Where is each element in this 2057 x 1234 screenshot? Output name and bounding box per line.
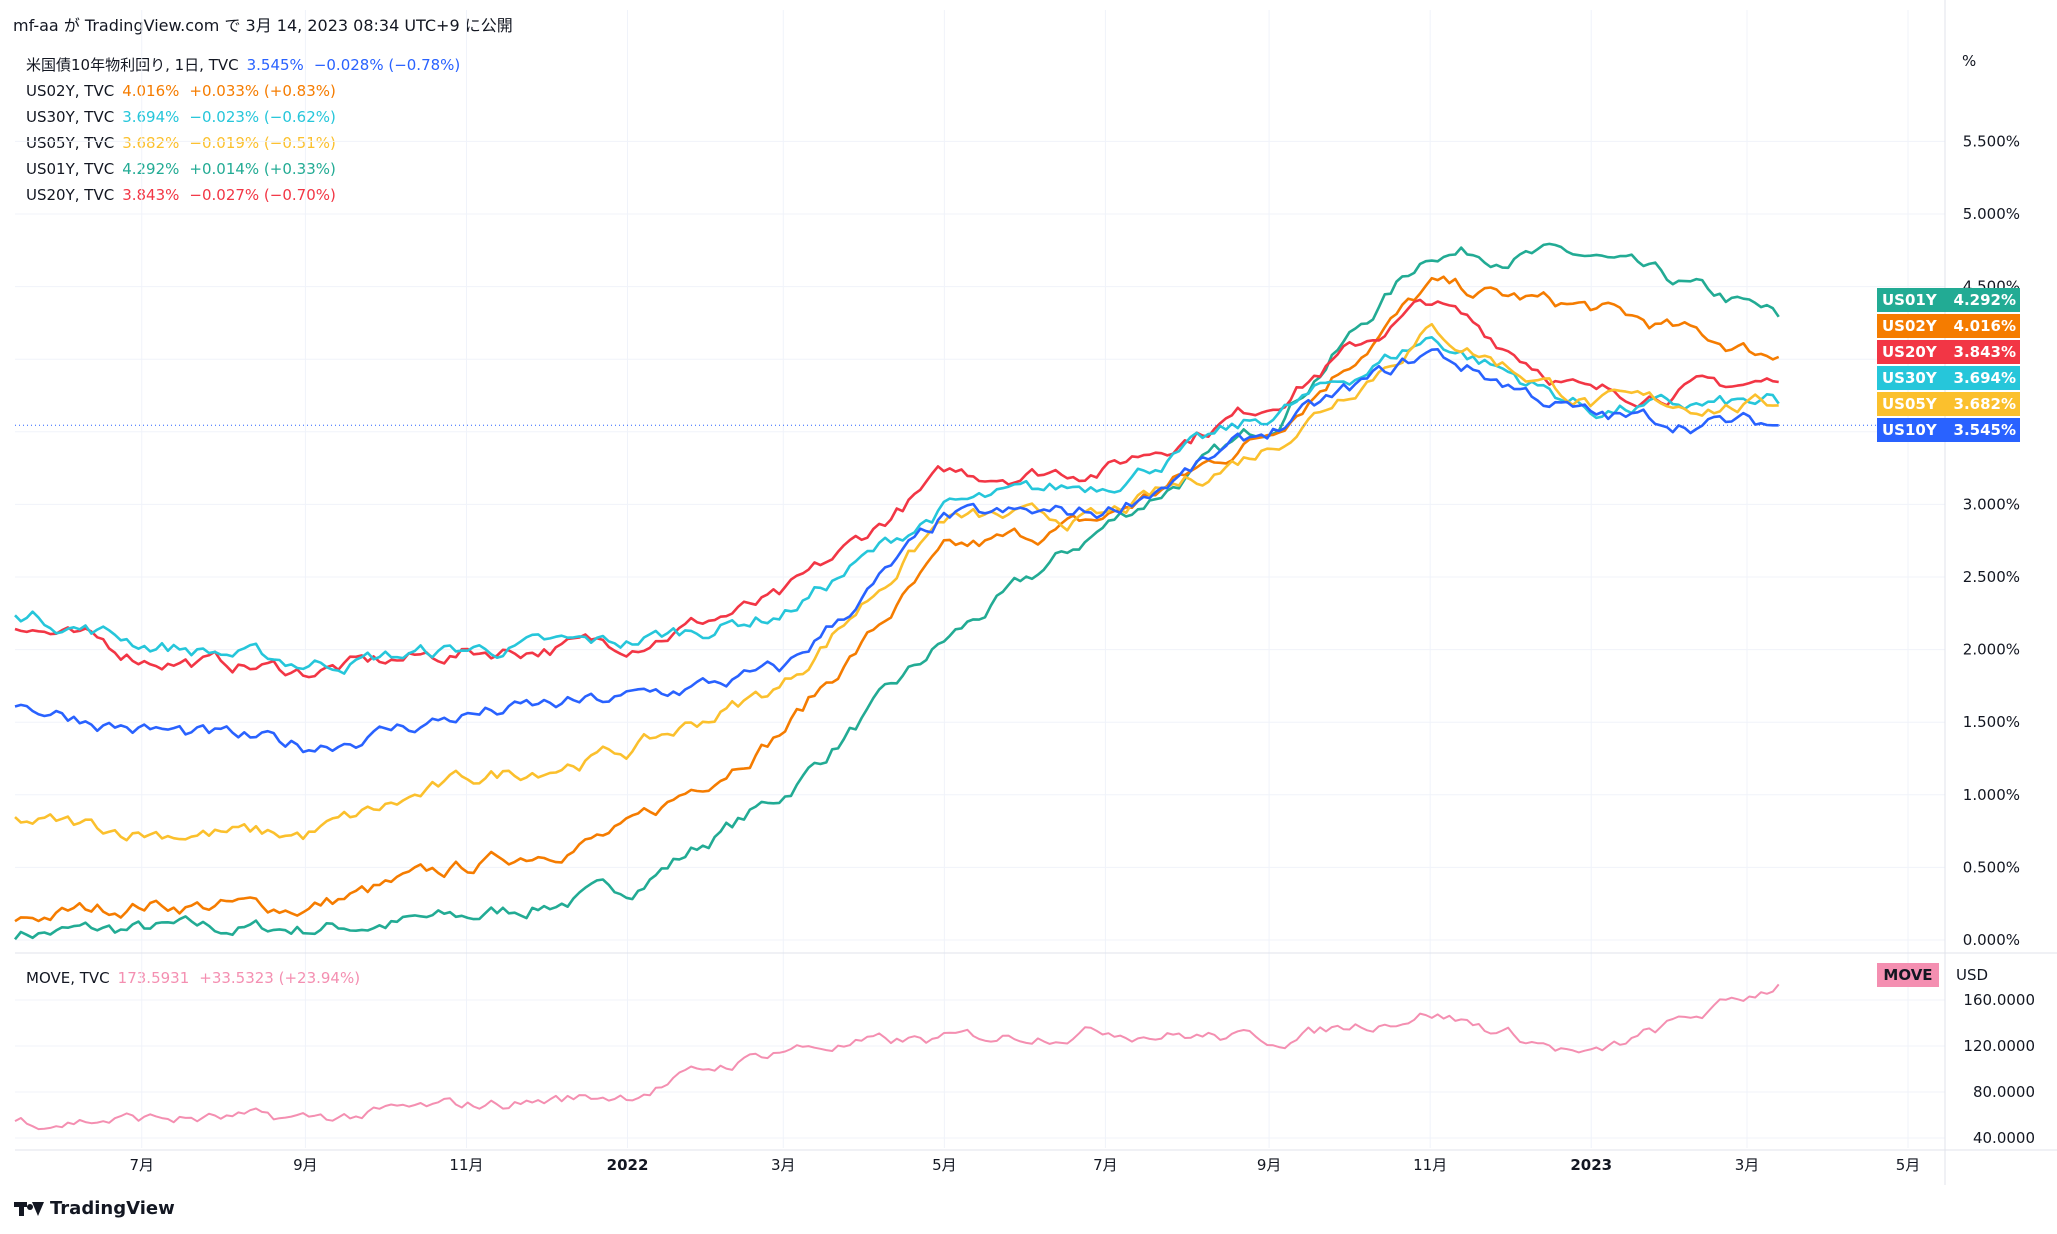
- price-tag-value: 3.545%: [1954, 421, 2016, 439]
- legend-row-us30y[interactable]: US30Y, TVC 3.694% −0.023% (−0.62%): [26, 104, 460, 130]
- move-legend-change: +33.5323 (+23.94%): [199, 969, 361, 987]
- x-tick-label: 3月: [771, 1156, 796, 1174]
- move-legend[interactable]: MOVE, TVC 173.5931 +33.5323 (+23.94%): [26, 969, 360, 987]
- x-tick-label: 2022: [607, 1156, 649, 1174]
- series-line-us02y: [14, 275, 1780, 923]
- y-tick-label: 1.000%: [1963, 786, 2020, 804]
- legend-value: 3.694%: [122, 108, 180, 126]
- legend-change: −0.027% (−0.70%): [189, 186, 336, 204]
- price-tag-us10y: [1877, 418, 2020, 442]
- x-tick-label: 11月: [1413, 1156, 1447, 1174]
- price-tag-symbol: US20Y: [1882, 343, 1938, 361]
- price-tag-value: 4.016%: [1954, 317, 2016, 335]
- y-tick-label: 5.500%: [1963, 132, 2020, 150]
- legend-symbol: 米国債10年物利回り, 1日, TVC: [26, 56, 239, 74]
- legend-value: 4.292%: [122, 160, 180, 178]
- price-tag-value: 3.694%: [1954, 369, 2016, 387]
- y-tick-label: 3.000%: [1963, 495, 2020, 513]
- move-legend-value: 173.5931: [117, 969, 190, 987]
- tradingview-footer[interactable]: TradingView: [14, 1198, 175, 1219]
- legend-change: +0.014% (+0.33%): [189, 160, 336, 178]
- price-tag-us05y: [1877, 392, 2020, 416]
- price-tag-us01y: [1877, 288, 2020, 312]
- price-tag-value: 3.682%: [1954, 395, 2016, 413]
- x-tick-label: 7月: [1093, 1156, 1118, 1174]
- price-tag-us02y: [1877, 314, 2020, 338]
- series-line-us30y: [14, 335, 1780, 675]
- legend-change: −0.019% (−0.51%): [189, 134, 336, 152]
- x-tick-label: 2023: [1570, 1156, 1612, 1174]
- price-tag-move-label: MOVE: [1883, 966, 1932, 984]
- legend-symbol: US05Y, TVC: [26, 134, 115, 152]
- move-unit-label: USD: [1956, 966, 1989, 984]
- price-tag-value: 3.843%: [1954, 343, 2016, 361]
- main-legend: 米国債10年物利回り, 1日, TVC 3.545% −0.028% (−0.78%…: [26, 52, 460, 208]
- legend-symbol: US02Y, TVC: [26, 82, 115, 100]
- legend-symbol: US01Y, TVC: [26, 160, 115, 178]
- x-tick-label: 11月: [449, 1156, 483, 1174]
- legend-row-us10y[interactable]: 米国債10年物利回り, 1日, TVC 3.545% −0.028% (−0.78%…: [26, 52, 460, 78]
- x-tick-label: 9月: [1257, 1156, 1282, 1174]
- series-line-us01y: [13, 242, 1780, 941]
- price-tag-symbol: US01Y: [1882, 291, 1938, 309]
- legend-value: 4.016%: [122, 82, 180, 100]
- tradingview-logo-icon: [14, 1200, 44, 1218]
- price-tag-symbol: US10Y: [1882, 421, 1938, 439]
- y-tick-label: 2.000%: [1963, 641, 2020, 659]
- legend-row-us02y[interactable]: US02Y, TVC 4.016% +0.033% (+0.83%): [26, 78, 460, 104]
- move-y-tick-label: 160.0000: [1963, 991, 2035, 1009]
- price-tag-us30y: [1877, 366, 2020, 390]
- legend-value: 3.843%: [122, 186, 180, 204]
- y-tick-label: 0.000%: [1963, 931, 2020, 949]
- move-y-tick-label: 120.0000: [1963, 1037, 2035, 1055]
- legend-symbol: US20Y, TVC: [26, 186, 115, 204]
- legend-change: +0.033% (+0.83%): [189, 82, 336, 100]
- x-tick-label: 5月: [1896, 1156, 1921, 1174]
- y-tick-label: 1.500%: [1963, 713, 2020, 731]
- y-tick-label: 2.500%: [1963, 568, 2020, 586]
- price-tag-symbol: US05Y: [1882, 395, 1938, 413]
- footer-brand: TradingView: [50, 1198, 175, 1219]
- price-tag-symbol: US30Y: [1882, 369, 1938, 387]
- series-line-us20y: [14, 298, 1779, 679]
- series-line-us05y: [14, 322, 1779, 842]
- price-tag-value: 4.292%: [1954, 291, 2016, 309]
- legend-value: 3.682%: [122, 134, 180, 152]
- price-tag-move: [1877, 963, 1939, 987]
- legend-symbol: US30Y, TVC: [26, 108, 115, 126]
- y-tick-label: 5.000%: [1963, 205, 2020, 223]
- x-tick-label: 5月: [932, 1156, 957, 1174]
- publish-header: mf-aa が TradingView.com で 3月 14, 2023 08…: [13, 16, 513, 35]
- x-tick-label: 3月: [1735, 1156, 1760, 1174]
- move-y-tick-label: 80.0000: [1973, 1083, 2035, 1101]
- move-legend-symbol: MOVE, TVC: [26, 969, 110, 987]
- legend-change: −0.023% (−0.62%): [189, 108, 336, 126]
- x-tick-label: 9月: [293, 1156, 318, 1174]
- move-y-tick-label: 40.0000: [1973, 1129, 2035, 1147]
- legend-row-us05y[interactable]: US05Y, TVC 3.682% −0.019% (−0.51%): [26, 130, 460, 156]
- x-tick-label: 7月: [129, 1156, 154, 1174]
- series-line-us10y: [14, 347, 1779, 754]
- price-tag-us20y: [1877, 340, 2020, 364]
- main-unit-label: %: [1962, 52, 1977, 70]
- legend-value: 3.545%: [246, 56, 304, 74]
- y-tick-label: 0.500%: [1963, 858, 2020, 876]
- series-line-move: [14, 983, 1780, 1131]
- price-tag-symbol: US02Y: [1882, 317, 1938, 335]
- legend-row-us01y[interactable]: US01Y, TVC 4.292% +0.014% (+0.33%): [26, 156, 460, 182]
- legend-change: −0.028% (−0.78%): [313, 56, 461, 74]
- legend-row-us20y[interactable]: US20Y, TVC 3.843% −0.027% (−0.70%): [26, 182, 460, 208]
